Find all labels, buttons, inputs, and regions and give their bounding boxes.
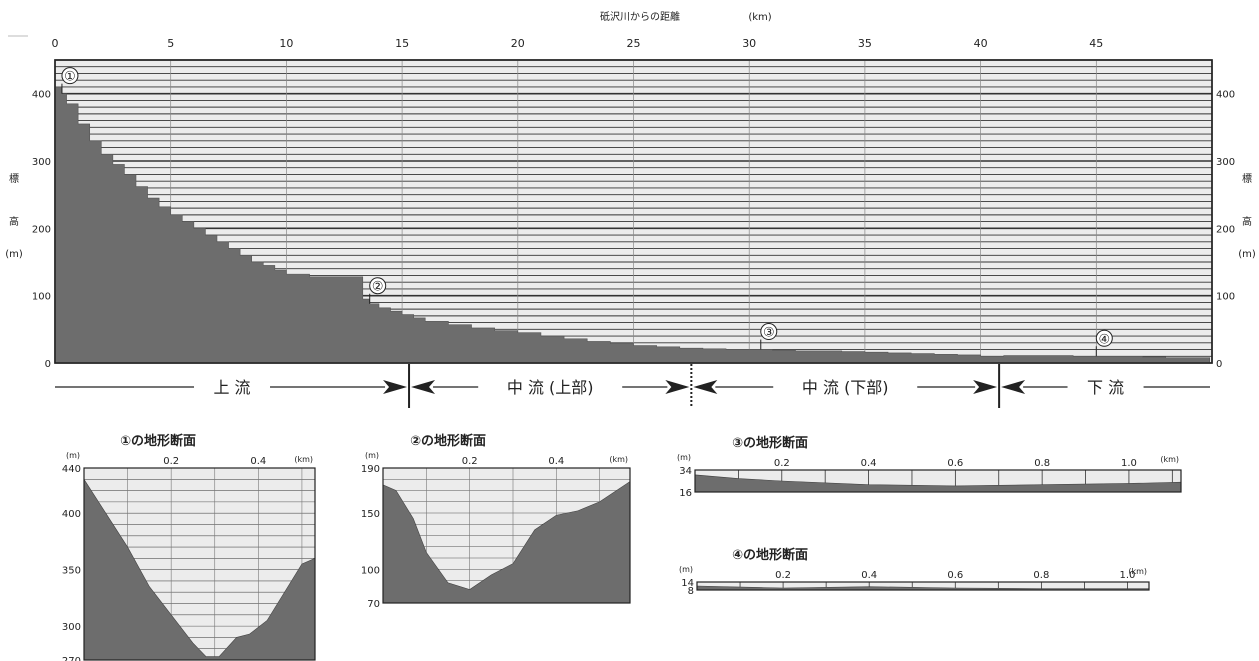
section-2-x-tick-label: 0.4 [548, 456, 564, 467]
main-y-tick-label-right: 0 [1216, 359, 1222, 370]
section-1-x-tick-label: 0.4 [250, 456, 266, 467]
main-y-tick-label-left: 400 [32, 90, 51, 101]
section-2-y-unit: (m) [365, 451, 379, 460]
point-marker-circle [760, 323, 778, 341]
section-arrow-left [693, 380, 718, 394]
section-label: 下 流 [1087, 378, 1124, 397]
main-x-tick-label: 25 [627, 37, 641, 50]
section-4-x-unit: (km) [1128, 567, 1147, 576]
point-marker-circle [369, 277, 387, 295]
main-y-axis-label-right: 標 [1242, 172, 1252, 185]
section-4-plot-border [696, 581, 1150, 591]
terrain-area [54, 86, 1210, 364]
section-3-x-unit: (km) [1160, 455, 1179, 464]
main-y-axis-label-right: (m) [1238, 249, 1256, 260]
main-y-axis-label-right: 高 [1242, 215, 1252, 228]
section-1-y-tick-label: 350 [62, 566, 81, 577]
section-2-x-unit: (km) [609, 455, 628, 464]
point-marker-label: ② [372, 280, 384, 295]
section-3-x-tick-label: 1.0 [1121, 458, 1137, 469]
section-4-x-tick-label: 1.0 [1120, 570, 1136, 581]
section-1-y-unit: (m) [66, 451, 80, 460]
section-1-x-unit: (km) [294, 455, 313, 464]
section-2-plot-border [382, 467, 631, 604]
section-1-x-tick-label: 0.2 [163, 456, 179, 467]
section-4-x-tick-label: 0.6 [947, 570, 963, 581]
section-arrow-left [1001, 380, 1026, 394]
section-4-x-tick-label: 0.2 [775, 570, 791, 581]
main-x-tick-label: 40 [974, 37, 988, 50]
section-3-x-tick-label: 0.6 [947, 458, 963, 469]
section-1-y-tick-label: 300 [62, 622, 81, 633]
main-y-tick-label-right: 200 [1216, 224, 1235, 235]
main-x-tick-label: 5 [167, 37, 174, 50]
main-x-tick-label: 10 [279, 37, 293, 50]
main-y-tick-label-left: 100 [32, 292, 51, 303]
section-arrow-left [411, 380, 436, 394]
main-y-tick-label-right: 300 [1216, 157, 1235, 168]
main-x-unit: (km) [748, 12, 771, 23]
main-y-tick-label-right: 400 [1216, 90, 1235, 101]
section-3-y-tick-label: 34 [679, 466, 692, 477]
point-marker-label: ① [64, 70, 76, 85]
section-1-y-tick-label: 400 [62, 509, 81, 520]
section-4-y-tick-label: 14 [681, 578, 694, 589]
section-1-y-tick-label: 270 [62, 656, 81, 661]
section-2-terrain-area [382, 480, 631, 604]
section-arrow-right [973, 380, 998, 394]
section-label: 中 流 (上部) [507, 378, 594, 397]
section-3-title: ③の地形断面 [732, 435, 808, 451]
section-4-plot-area [697, 582, 1149, 590]
section-label: 上 流 [213, 378, 250, 397]
section-arrow-right [665, 380, 690, 394]
section-1-plot-border [83, 467, 316, 661]
section-4-title: ④の地形断面 [732, 547, 808, 563]
main-title: 砥沢川からの距離 [600, 10, 680, 23]
section-label: 中 流 (下部) [802, 378, 889, 397]
main-x-tick-label: 45 [1089, 37, 1103, 50]
main-x-tick-label: 30 [742, 37, 756, 50]
section-4-y-unit: (m) [679, 565, 693, 574]
point-marker-circle [61, 67, 79, 85]
main-y-tick-label-right: 100 [1216, 292, 1235, 303]
section-1-y-tick-label: 440 [62, 464, 81, 475]
main-y-tick-label-left: 0 [45, 359, 51, 370]
section-2-x-tick-label: 0.2 [462, 456, 478, 467]
section-2-title: ②の地形断面 [410, 433, 486, 449]
main-y-tick-label-left: 300 [32, 157, 51, 168]
section-4-y-tick-label: 8 [688, 586, 694, 597]
main-y-axis-label-left: 標 [9, 172, 19, 185]
point-marker-label: ④ [1098, 332, 1110, 347]
point-marker-label: ③ [763, 326, 775, 341]
section-3-y-unit: (m) [677, 453, 691, 462]
section-3-plot-border [694, 469, 1182, 493]
section-3-x-tick-label: 0.8 [1034, 458, 1050, 469]
main-x-tick-label: 35 [858, 37, 872, 50]
section-arrow-right [383, 380, 408, 394]
main-y-axis-label-left: (m) [5, 249, 23, 260]
section-3-x-tick-label: 0.2 [774, 458, 790, 469]
section-2-y-tick-label: 100 [361, 565, 380, 576]
section-3-y-tick-label: 16 [679, 488, 692, 499]
main-y-axis-label-left: 高 [9, 215, 19, 228]
main-x-tick-label: 20 [511, 37, 525, 50]
point-marker-circle [1095, 329, 1113, 347]
main-x-tick-label: 15 [395, 37, 409, 50]
section-1-title: ①の地形断面 [120, 433, 196, 449]
main-plot-border [54, 59, 1213, 364]
section-2-y-tick-label: 190 [361, 464, 380, 475]
section-3-x-tick-label: 0.4 [861, 458, 877, 469]
section-4-x-tick-label: 0.8 [1033, 570, 1049, 581]
section-2-y-tick-label: 150 [361, 509, 380, 520]
main-x-tick-label: 0 [52, 37, 59, 50]
section-1-terrain-area [83, 478, 316, 661]
section-4-x-tick-label: 0.4 [861, 570, 877, 581]
main-y-tick-label-left: 200 [32, 224, 51, 235]
section-2-y-tick-label: 70 [367, 599, 380, 610]
